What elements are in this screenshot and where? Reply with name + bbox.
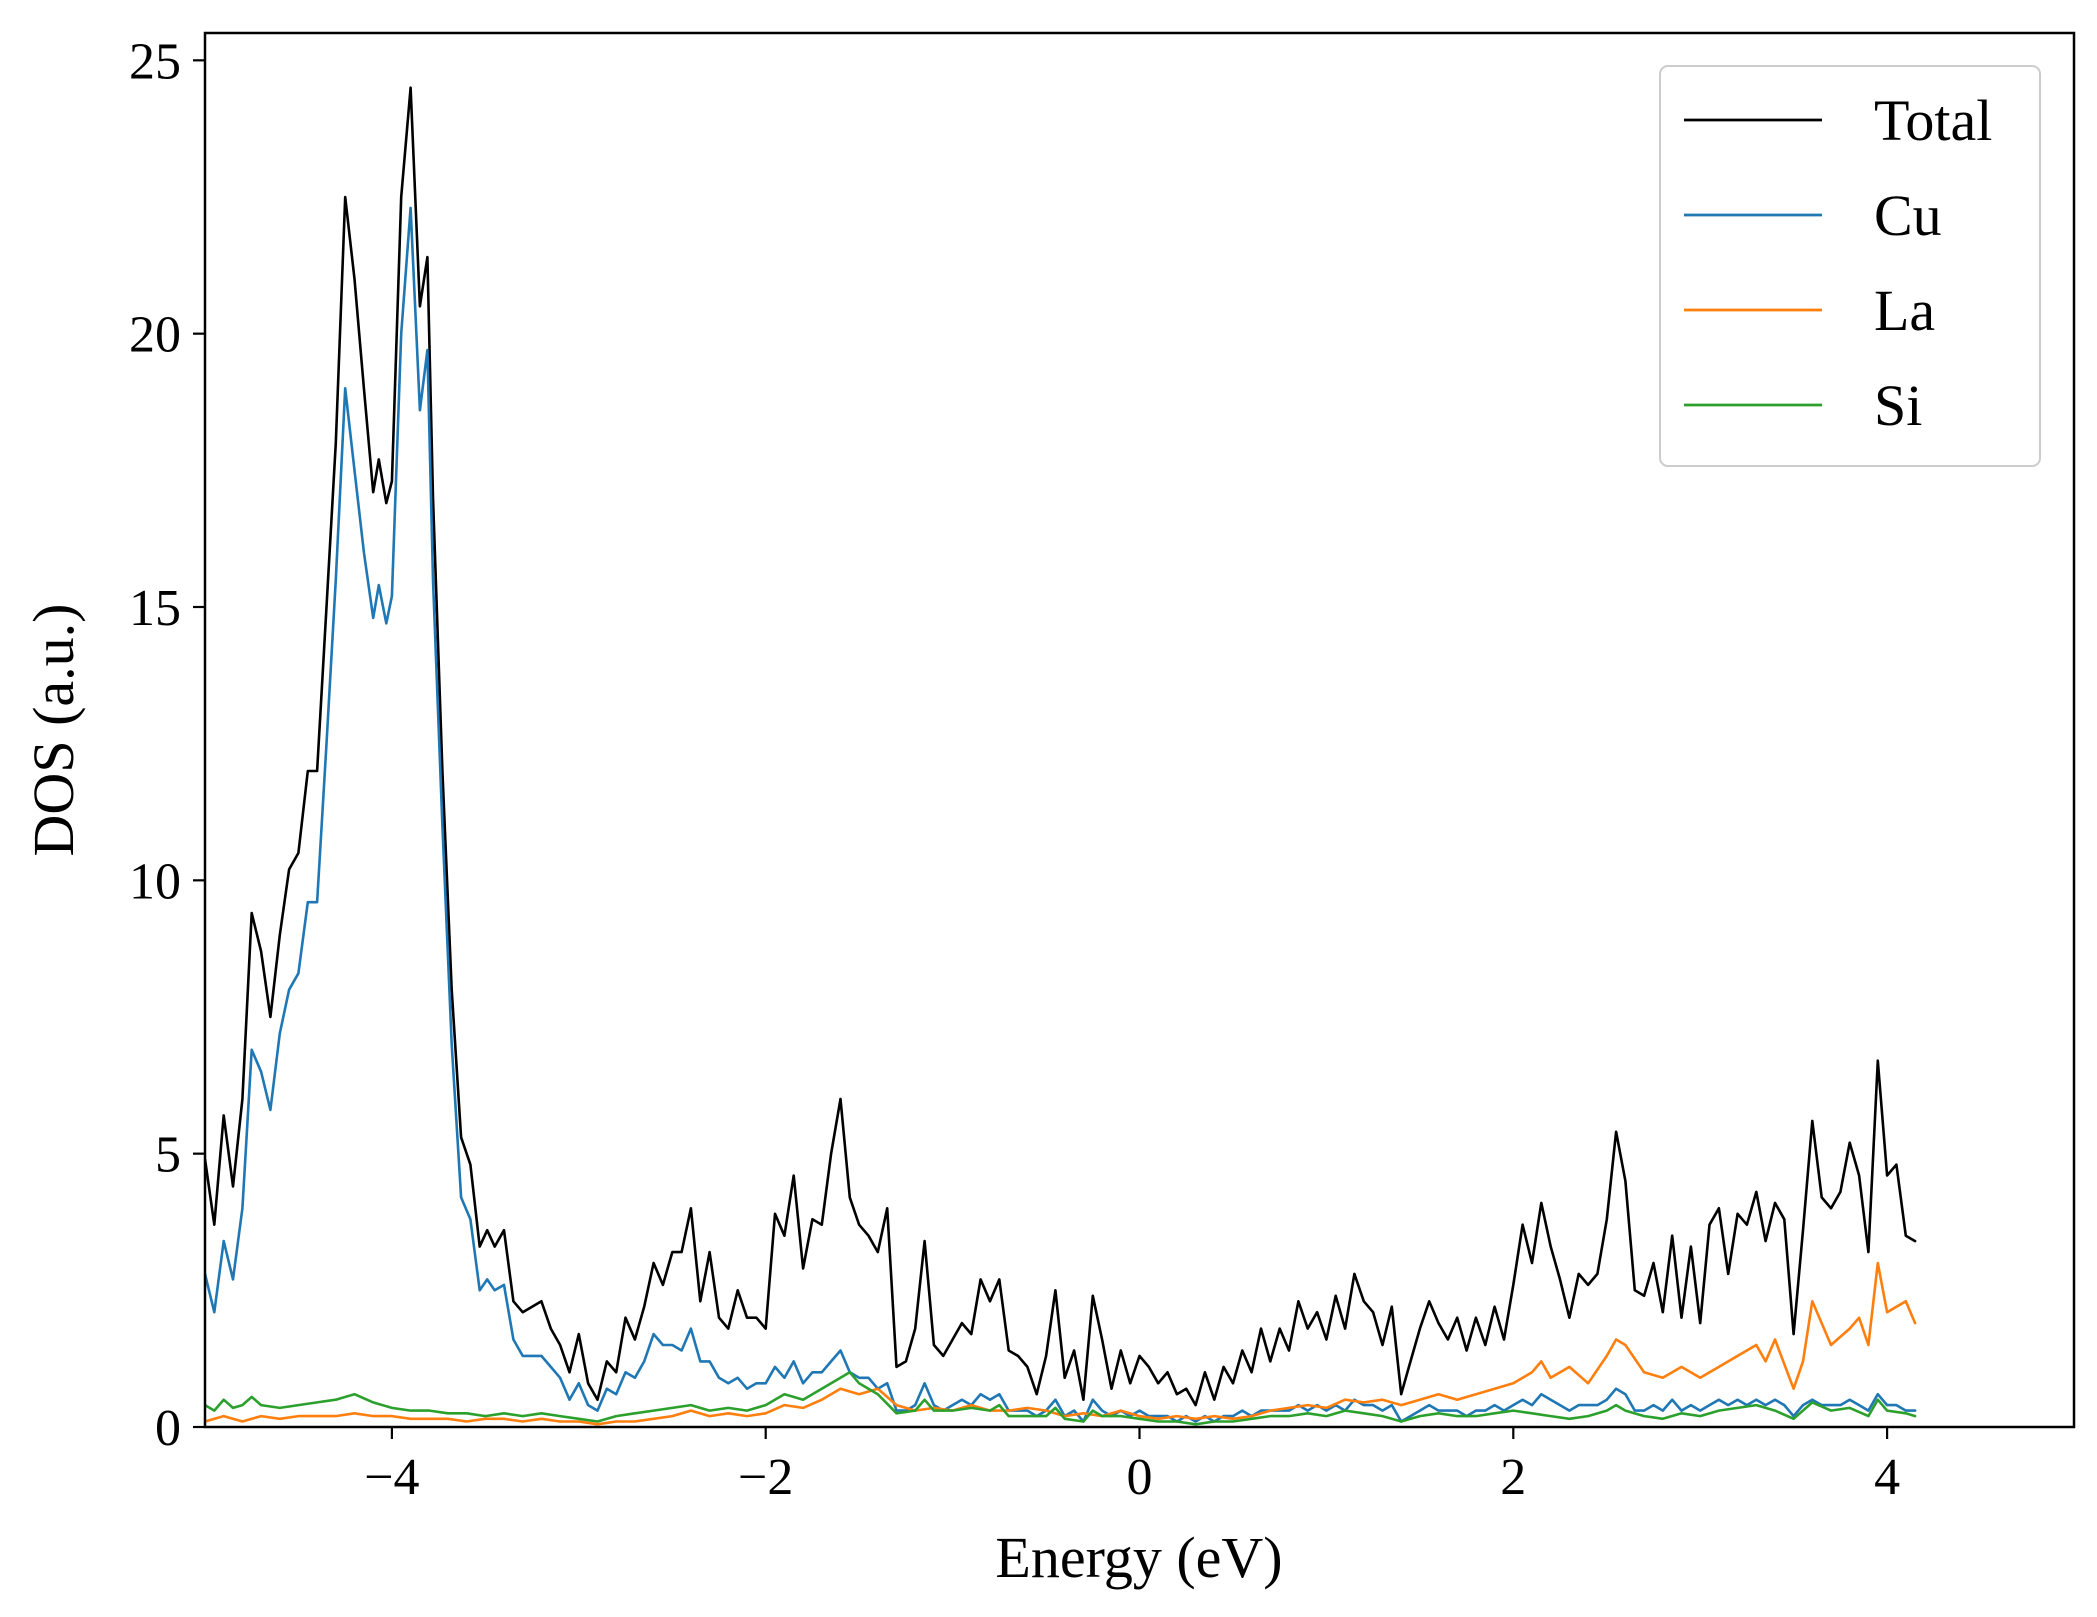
series-line-total <box>205 86 1917 1407</box>
y-tick-label: 0 <box>155 1400 181 1457</box>
x-tick-label: 0 <box>1127 1449 1153 1506</box>
y-axis-label: DOS (a.u.) <box>21 604 86 857</box>
x-tick-label: −2 <box>738 1449 793 1506</box>
legend-label-si: Si <box>1874 373 1922 438</box>
legend-label-total: Total <box>1874 88 1992 153</box>
series-layer <box>205 86 1917 1426</box>
series-line-cu <box>205 206 1917 1423</box>
x-tick-label: 4 <box>1874 1449 1900 1506</box>
y-axis: 0 5 10 15 20 25 <box>129 33 205 1457</box>
series-line-si <box>205 1371 1917 1426</box>
x-axis: −4 −2 0 2 4 <box>364 1427 1900 1506</box>
series-line-la <box>205 1261 1917 1426</box>
x-tick-label: −4 <box>364 1449 419 1506</box>
y-tick-label: 15 <box>129 580 181 637</box>
y-tick-label: 20 <box>129 307 181 364</box>
x-tick-label: 2 <box>1500 1449 1526 1506</box>
y-tick-label: 5 <box>155 1127 181 1184</box>
legend-label-cu: Cu <box>1874 183 1942 248</box>
y-tick-label: 10 <box>129 853 181 910</box>
legend-label-la: La <box>1874 278 1935 343</box>
x-axis-label: Energy (eV) <box>995 1525 1282 1590</box>
legend-frame <box>1659 65 2041 467</box>
y-tick-label: 25 <box>129 33 181 90</box>
legend: Total Cu La Si <box>1659 65 2041 467</box>
